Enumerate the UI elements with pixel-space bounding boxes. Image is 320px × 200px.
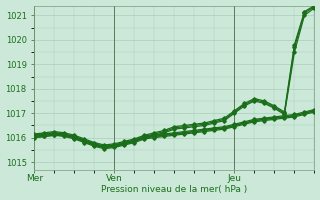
X-axis label: Pression niveau de la mer( hPa ): Pression niveau de la mer( hPa ) bbox=[101, 185, 247, 194]
